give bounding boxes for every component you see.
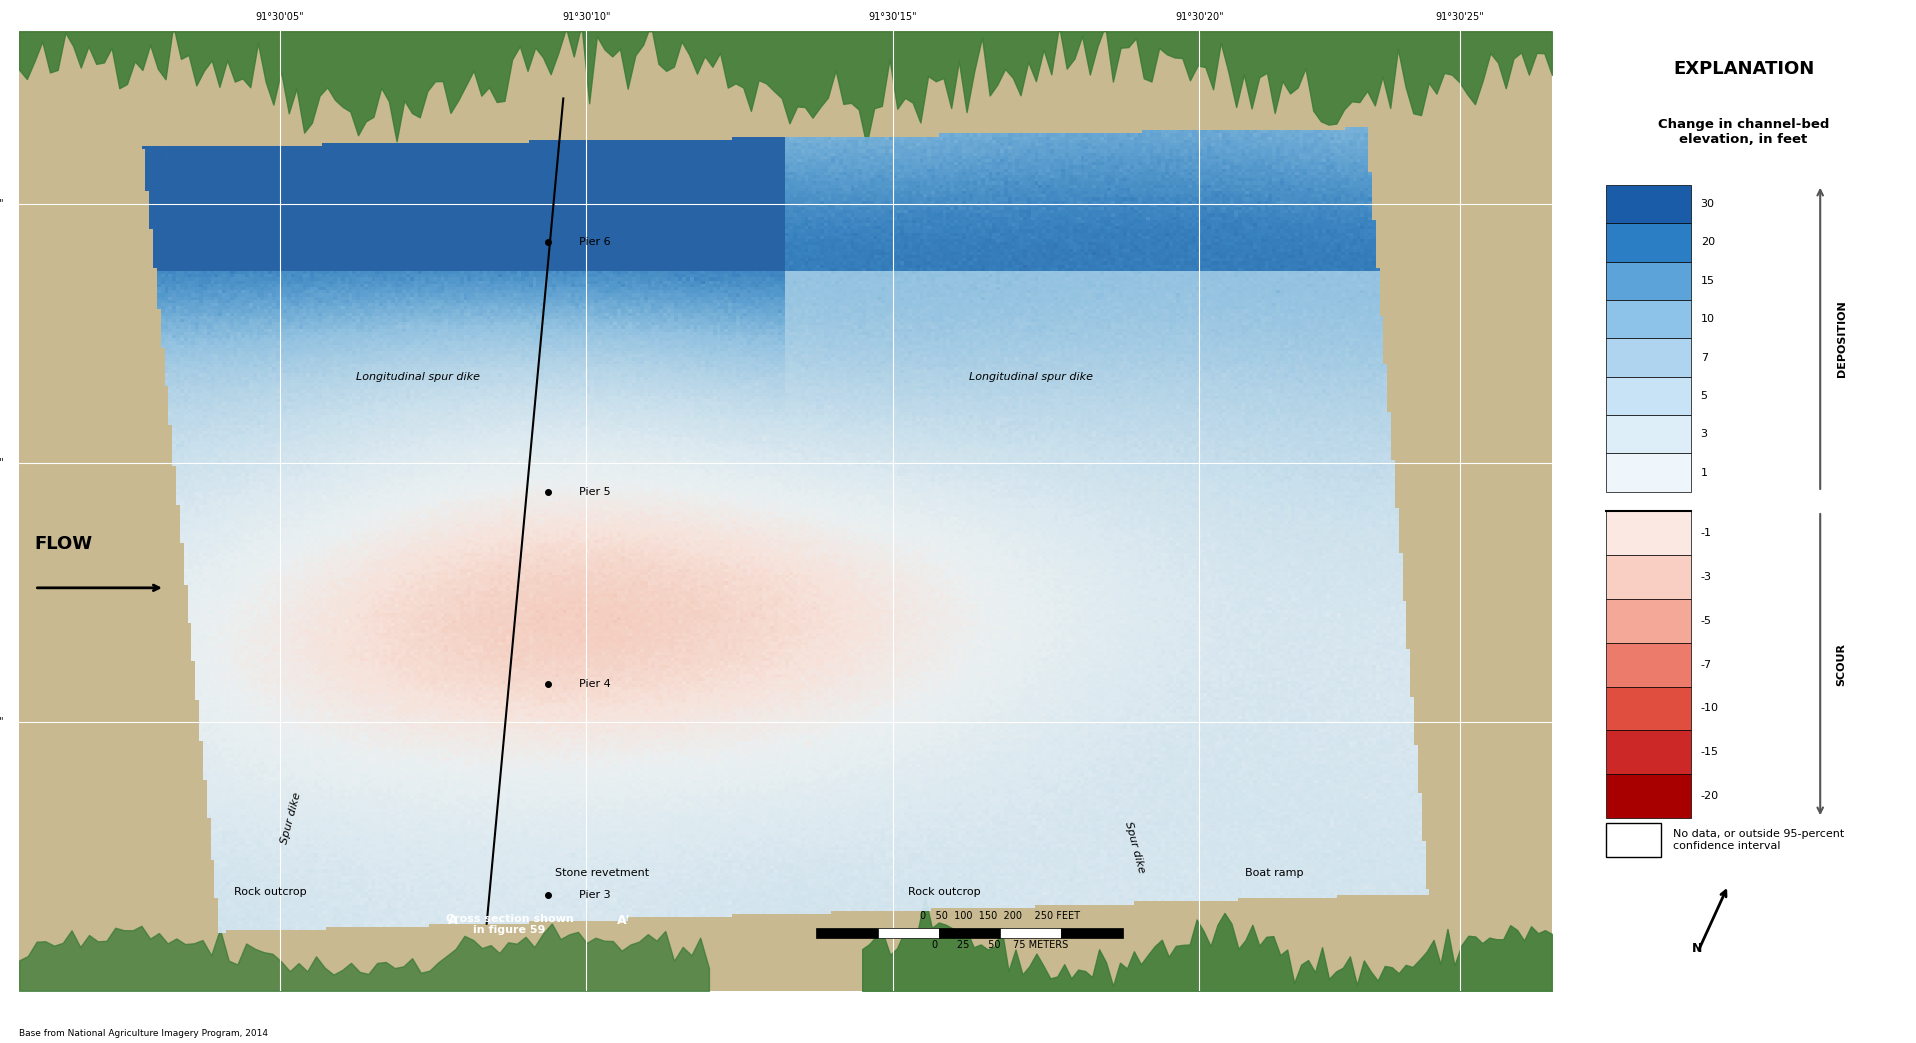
Text: Spur dike: Spur dike	[280, 792, 303, 845]
Text: 0   50  100  150  200    250 FEET: 0 50 100 150 200 250 FEET	[920, 911, 1081, 921]
FancyBboxPatch shape	[1606, 642, 1692, 686]
Text: Stone revetment: Stone revetment	[554, 868, 650, 878]
Text: A': A'	[617, 914, 630, 926]
FancyBboxPatch shape	[1606, 823, 1661, 856]
Text: 0      25      50    75 METERS: 0 25 50 75 METERS	[931, 940, 1069, 950]
FancyBboxPatch shape	[1606, 338, 1692, 377]
Text: 38°42'30": 38°42'30"	[0, 718, 4, 727]
Text: -20: -20	[1701, 792, 1719, 801]
Text: 91°30'25": 91°30'25"	[1435, 11, 1485, 22]
Text: Cross section shown
in figure 59: Cross section shown in figure 59	[446, 914, 573, 936]
FancyBboxPatch shape	[1606, 511, 1692, 555]
Text: 38°42'35": 38°42'35"	[0, 458, 4, 468]
Text: A: A	[448, 914, 458, 926]
Text: 91°30'10": 91°30'10"	[561, 11, 611, 22]
Text: Change in channel-bed
elevation, in feet: Change in channel-bed elevation, in feet	[1657, 118, 1830, 146]
FancyBboxPatch shape	[1606, 377, 1692, 415]
Text: Boat ramp: Boat ramp	[1245, 868, 1305, 878]
Text: Base from National Agriculture Imagery Program, 2014: Base from National Agriculture Imagery P…	[19, 1029, 268, 1038]
Text: N: N	[1692, 943, 1701, 955]
Bar	[816, 928, 878, 938]
Text: 1: 1	[1701, 467, 1707, 478]
Text: Pier 3: Pier 3	[579, 890, 611, 900]
Text: -15: -15	[1701, 748, 1719, 757]
Text: -7: -7	[1701, 659, 1711, 670]
Text: Longitudinal spur dike: Longitudinal spur dike	[969, 371, 1094, 382]
Text: EXPLANATION: EXPLANATION	[1673, 60, 1814, 78]
Text: SCOUR: SCOUR	[1837, 644, 1847, 686]
Text: 91°30'15": 91°30'15"	[868, 11, 918, 22]
Text: -10: -10	[1701, 703, 1719, 713]
Text: 5: 5	[1701, 391, 1707, 401]
FancyBboxPatch shape	[1606, 774, 1692, 818]
Text: Longitudinal spur dike: Longitudinal spur dike	[356, 371, 481, 382]
Text: DEPOSITION: DEPOSITION	[1837, 300, 1847, 377]
Text: 7: 7	[1701, 353, 1707, 363]
FancyBboxPatch shape	[1606, 454, 1692, 492]
Text: FLOW: FLOW	[34, 535, 92, 554]
FancyBboxPatch shape	[1606, 262, 1692, 300]
Text: -3: -3	[1701, 572, 1711, 582]
FancyBboxPatch shape	[1606, 300, 1692, 338]
Text: 38°42'40": 38°42'40"	[0, 199, 4, 209]
FancyBboxPatch shape	[1606, 730, 1692, 774]
FancyBboxPatch shape	[1606, 599, 1692, 642]
Text: Pier 5: Pier 5	[579, 487, 611, 496]
FancyBboxPatch shape	[1606, 555, 1692, 599]
Text: -1: -1	[1701, 528, 1711, 538]
Text: No data, or outside 95-percent
confidence interval: No data, or outside 95-percent confidenc…	[1673, 829, 1845, 851]
Text: 30: 30	[1701, 199, 1715, 209]
Text: 10: 10	[1701, 314, 1715, 324]
Text: 91°30'05": 91°30'05"	[255, 11, 305, 22]
Text: 20: 20	[1701, 238, 1715, 247]
Text: Pier 4: Pier 4	[579, 679, 611, 688]
FancyBboxPatch shape	[1606, 686, 1692, 730]
Polygon shape	[19, 31, 1552, 991]
FancyBboxPatch shape	[1606, 223, 1692, 262]
Text: Pier 6: Pier 6	[579, 238, 611, 247]
FancyBboxPatch shape	[1606, 415, 1692, 454]
Bar	[1061, 928, 1123, 938]
Bar	[1000, 928, 1061, 938]
Text: Spur dike: Spur dike	[1123, 820, 1146, 874]
FancyBboxPatch shape	[1606, 185, 1692, 223]
Text: Rock outcrop: Rock outcrop	[908, 887, 981, 897]
Text: Rock outcrop: Rock outcrop	[234, 887, 307, 897]
Bar	[878, 928, 939, 938]
Text: -5: -5	[1701, 615, 1711, 626]
Text: 3: 3	[1701, 430, 1707, 439]
Text: 91°30'20": 91°30'20"	[1175, 11, 1224, 22]
Bar	[939, 928, 1000, 938]
Text: 15: 15	[1701, 275, 1715, 286]
